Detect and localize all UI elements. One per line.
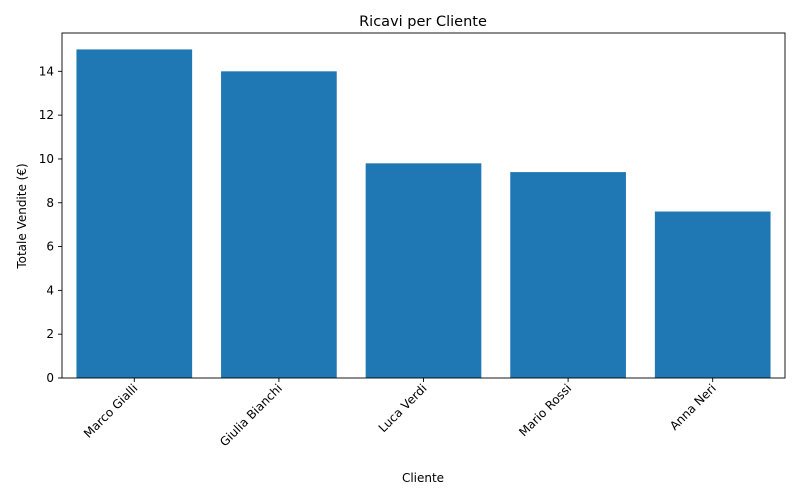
plot-frame	[61, 32, 786, 379]
y-tick-label: 14	[39, 64, 54, 78]
bar-anna-neri	[654, 211, 771, 378]
y-tick-label: 6	[46, 240, 54, 254]
chart-title: Ricavi per Cliente	[359, 14, 487, 30]
y-axis: 0 2 4 6 8 10 12 14	[39, 64, 62, 385]
bar-marco-gialli	[76, 49, 193, 379]
x-axis-label: Cliente	[402, 471, 444, 485]
bar-mario-rossi	[510, 172, 626, 378]
bar-giulia-bianchi	[221, 71, 337, 378]
bar-luca-verdi	[365, 163, 482, 378]
y-tick-label: 2	[46, 327, 54, 341]
y-tick-label: 0	[46, 371, 54, 385]
y-tick-label: 12	[39, 108, 54, 122]
y-axis-label: Totale Vendite (€)	[15, 163, 29, 269]
y-tick-label: 4	[46, 283, 54, 297]
y-tick-label: 10	[39, 152, 54, 166]
y-tick-label: 8	[46, 196, 54, 210]
bars-group	[76, 49, 771, 379]
